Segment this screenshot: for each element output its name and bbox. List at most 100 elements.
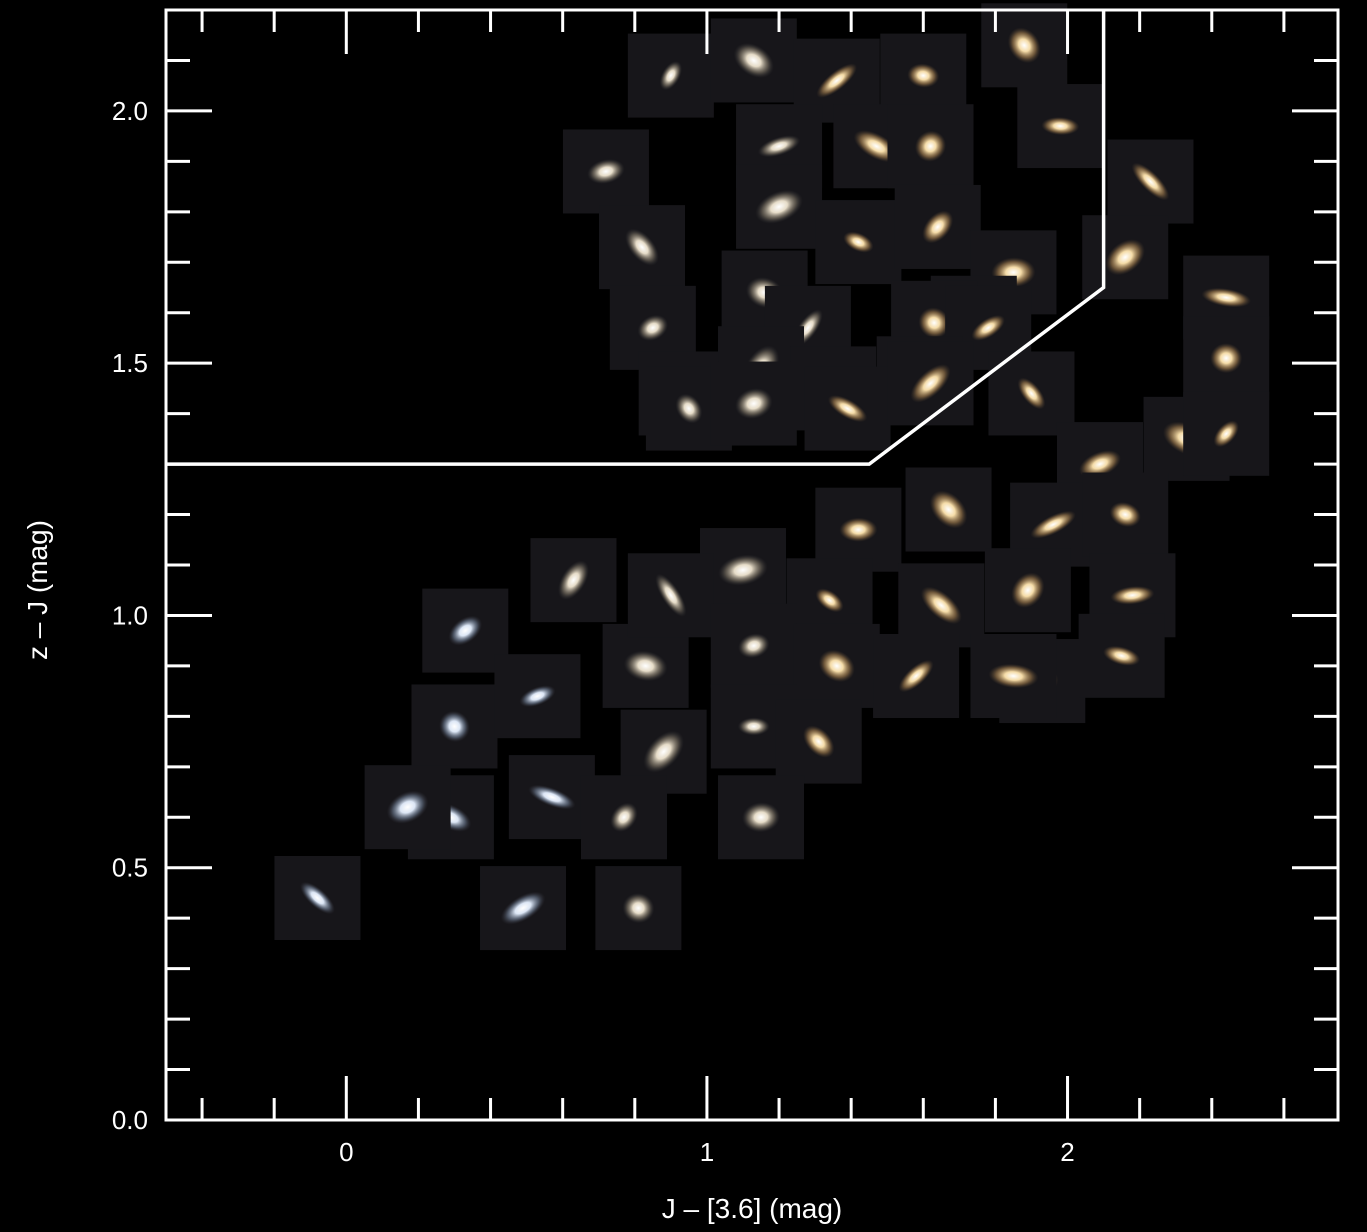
- galaxy-blob: [971, 315, 1005, 341]
- galaxy-point: [627, 553, 714, 638]
- galaxy-blob: [816, 63, 857, 98]
- galaxy-point: [599, 205, 686, 290]
- galaxy-blob: [742, 802, 780, 833]
- galaxy-blob: [675, 393, 703, 424]
- galaxy-point: [815, 487, 902, 572]
- galaxy-point: [580, 775, 667, 860]
- galaxy-blob: [920, 586, 962, 625]
- galaxy-point: [905, 467, 992, 552]
- galaxy-point: [1183, 316, 1270, 401]
- galaxy-point: [815, 200, 902, 285]
- galaxy-point: [710, 18, 797, 103]
- galaxy-point: [508, 755, 595, 840]
- galaxy-blob: [839, 517, 878, 542]
- galaxy-point: [873, 634, 960, 718]
- galaxy-point: [880, 33, 967, 118]
- galaxy-point: [595, 866, 682, 951]
- galaxy-point: [602, 623, 689, 708]
- galaxy-point: [411, 684, 498, 769]
- galaxy-blob: [733, 42, 774, 78]
- galaxy-point: [562, 129, 649, 214]
- galaxy-blob: [1017, 377, 1046, 410]
- galaxy-blob: [735, 388, 773, 419]
- galaxy-blob: [1105, 239, 1145, 276]
- galaxy-point: [894, 184, 981, 269]
- galaxy-point: [1107, 139, 1194, 224]
- selection-boundary-line: [166, 10, 1106, 466]
- galaxy-blob: [610, 802, 638, 832]
- galaxy-point: [984, 548, 1071, 633]
- galaxy-point: [274, 856, 361, 940]
- galaxy-blob: [1109, 502, 1141, 528]
- galaxy-blob: [587, 159, 625, 184]
- y-tick-label: 1.0: [112, 600, 148, 630]
- galaxy-point: [887, 104, 974, 189]
- galaxy-point: [710, 361, 797, 446]
- selection-boundary: [166, 10, 1106, 466]
- galaxy-point: [1082, 472, 1169, 557]
- galaxy-blob: [1131, 162, 1170, 201]
- galaxy-blob: [827, 395, 868, 423]
- galaxy-blob: [755, 189, 803, 224]
- galaxy-blob: [655, 573, 687, 617]
- galaxy-blob: [818, 649, 855, 683]
- galaxy-point: [422, 588, 509, 673]
- galaxy-point: [364, 765, 451, 850]
- galaxy-point: [530, 538, 617, 623]
- galaxy-point: [970, 634, 1057, 718]
- galaxy-blob: [918, 307, 950, 339]
- galaxy-blob: [300, 881, 335, 915]
- galaxy-point: [1183, 391, 1270, 476]
- galaxy-point: [699, 528, 786, 613]
- galaxy-blob: [737, 717, 770, 736]
- galaxy-blob: [803, 725, 835, 758]
- galaxy-point: [804, 366, 891, 451]
- galaxy-point: [736, 164, 823, 249]
- galaxy-points: [274, 3, 1270, 951]
- y-axis-label: z – J (mag): [22, 520, 53, 660]
- galaxy-blob: [558, 560, 589, 600]
- galaxy-blob: [623, 650, 668, 682]
- galaxy-blob: [1011, 572, 1045, 608]
- galaxy-point: [1078, 613, 1165, 698]
- galaxy-blob: [815, 588, 844, 613]
- galaxy-blob: [500, 891, 546, 925]
- galaxy-point: [480, 866, 567, 951]
- x-axis-label: J – [3.6] (mag): [662, 1193, 843, 1224]
- galaxy-point: [887, 341, 974, 426]
- galaxy-blob: [910, 364, 951, 403]
- galaxy-blob: [718, 554, 768, 586]
- galaxy-blob: [907, 63, 940, 88]
- galaxy-blob: [1103, 645, 1141, 666]
- galaxy-point: [775, 699, 862, 784]
- galaxy-point: [898, 563, 985, 648]
- galaxy-blob: [622, 893, 655, 924]
- x-tick-label: 1: [700, 1137, 714, 1167]
- galaxy-blob: [929, 490, 968, 529]
- galaxy-blob: [519, 685, 556, 707]
- galaxy-point: [494, 654, 581, 739]
- galaxy-blob: [637, 314, 669, 341]
- galaxy-blob: [643, 730, 684, 773]
- galaxy-blob: [922, 210, 954, 244]
- x-tick-label: 0: [339, 1137, 353, 1167]
- galaxy-blob: [1079, 450, 1121, 478]
- galaxy-blob: [528, 784, 576, 810]
- galaxy-point: [793, 623, 880, 708]
- galaxy-blob: [914, 130, 947, 162]
- galaxy-blob: [738, 633, 770, 659]
- galaxy-blob: [1007, 27, 1041, 64]
- galaxy-blob: [439, 710, 470, 743]
- galaxy-point: [1082, 215, 1169, 300]
- galaxy-point: [627, 33, 714, 118]
- galaxy-blob: [988, 663, 1039, 689]
- galaxy-blob: [659, 61, 683, 91]
- axes: 0 1 2 0.0 0.5 1.0 1.5 2.0: [112, 8, 1340, 1167]
- galaxy-blob: [448, 615, 483, 646]
- galaxy-blob: [843, 231, 874, 253]
- galaxy-blob: [898, 659, 934, 693]
- y-tick-label: 2.0: [112, 96, 148, 126]
- galaxy-blob: [1201, 287, 1251, 308]
- galaxy-point: [1017, 84, 1104, 169]
- galaxy-blob: [625, 228, 659, 266]
